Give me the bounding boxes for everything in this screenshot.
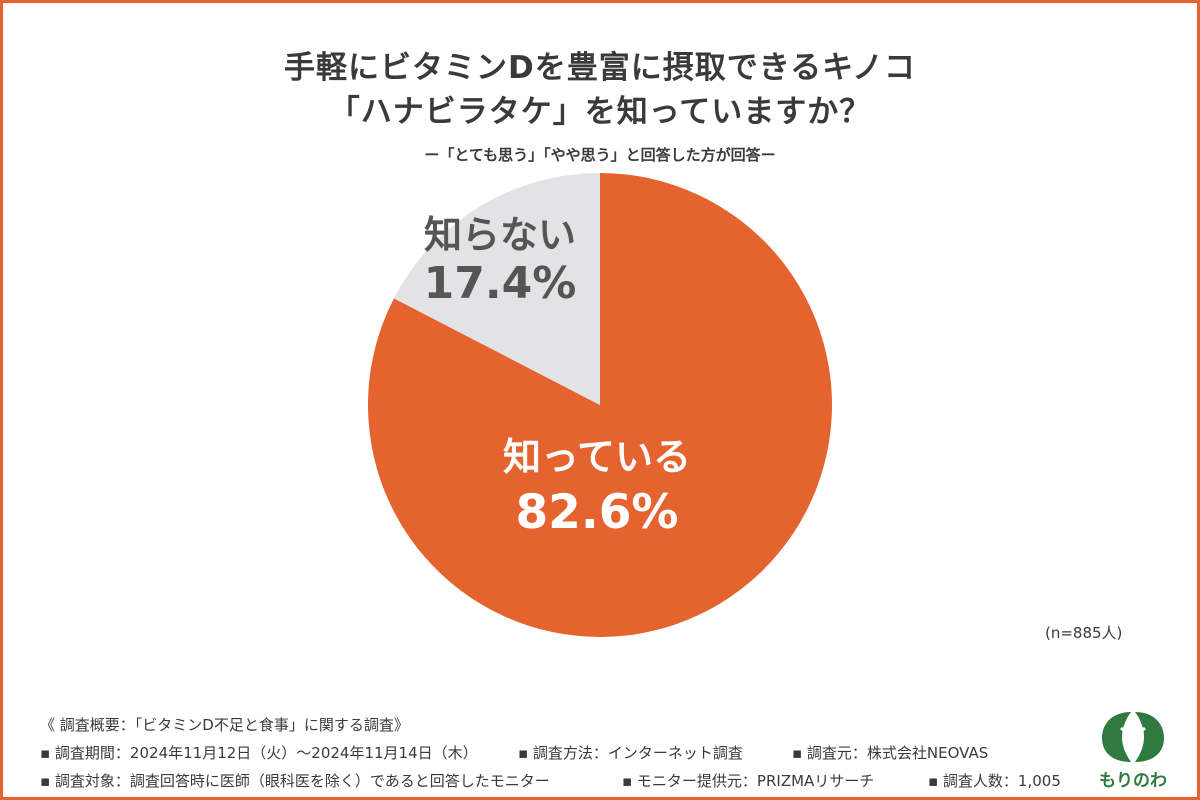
survey-method: ▪ 調査方法：インターネット調査 <box>518 744 743 762</box>
chart-title-line2: 「ハナビラタケ」を知っていますか？ <box>328 94 872 130</box>
slice-label-unknown: 知らない <box>424 213 576 257</box>
leaf-logo-icon <box>1102 712 1164 762</box>
brand-logo: もりのわ <box>1098 706 1168 791</box>
pie-slice-unknown <box>393 173 600 405</box>
survey-count: ▪ 調査人数：1,005 <box>928 772 1061 790</box>
monitor-provider: ▪ モニター提供元：PRIZMAリサーチ <box>622 772 875 790</box>
logo-text: もりのわ <box>1099 771 1167 791</box>
survey-target: ▪ 調査対象：調査回答時に医師（眼科医を除く）であると回答したモニター <box>40 772 550 790</box>
sample-size-note: (n=885人) <box>1045 624 1123 642</box>
chart-title-line1: 手軽にビタミンDを豊富に摂取できるキノコ <box>284 50 916 86</box>
slice-value-unknown: 17.4% <box>424 258 577 309</box>
survey-overview: 《 調査概要：「ビタミンD不足と食事」に関する調査》 <box>40 716 409 734</box>
chart-subtitle: ー「とても思う」「やや思う」と回答した方が回答ー <box>424 146 776 164</box>
survey-source: ▪ 調査元：株式会社NEOVAS <box>792 744 989 762</box>
slice-label-known: 知っている <box>503 435 691 479</box>
survey-period: ▪ 調査期間：2024年11月12日（火）～2024年11月14日（木） <box>40 744 478 762</box>
slice-value-known: 82.6% <box>515 485 678 540</box>
